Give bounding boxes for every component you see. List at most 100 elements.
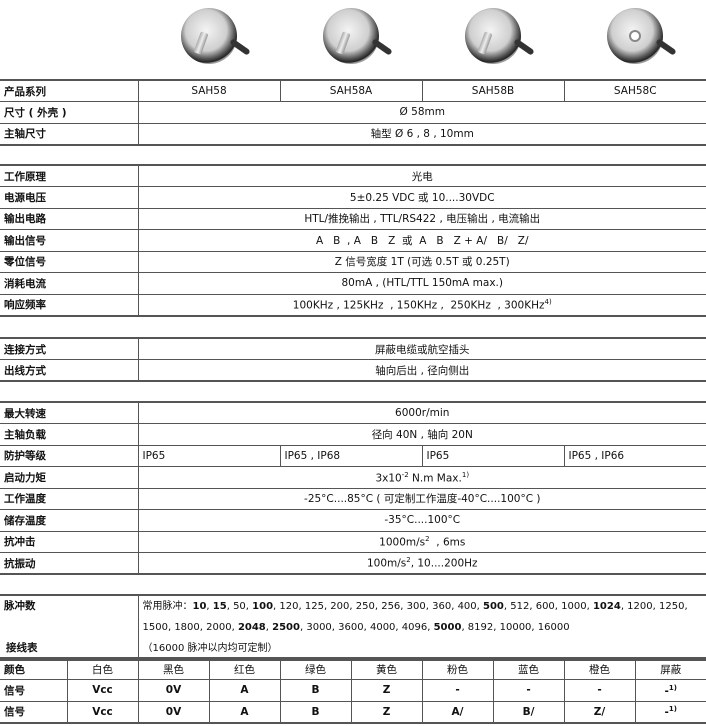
row-value: 1000m/s2 , 6ms: [138, 531, 706, 553]
separator: ,: [531, 622, 538, 633]
table-row: 电源电压 5±0.25 VDC 或 10....30VDC: [0, 186, 706, 209]
wire-signal: Vcc: [67, 679, 139, 702]
table-row: 消耗电流 80mA , (HTL/TTL 150mA max.): [0, 272, 706, 295]
separator: ,: [451, 601, 458, 612]
table-row: 出线方式 轴向后出 , 径向侧出: [0, 359, 706, 382]
separator: ,: [349, 601, 356, 612]
pulse-value: 8192: [467, 622, 494, 633]
signal-text: -: [664, 685, 669, 697]
signal-text: Z: [382, 705, 391, 718]
signal-text: A: [240, 684, 249, 697]
wire-signal: A: [209, 701, 281, 724]
spec-table-mechanical: 最大转速 6000r/min 主轴负载 径向 40N , 轴向 20N 防护等级 I…: [0, 401, 706, 575]
separator: ,: [331, 622, 339, 633]
wire-color: 粉色: [422, 658, 494, 680]
separator: ,: [323, 601, 331, 612]
signal-text: A: [240, 705, 249, 718]
wiring-table: 颜色 白色 黑色 红色 绿色 黄色 粉色 蓝色 橙色 屏蔽 信号 Vcc 0V A B Z - - - -1) 信号…: [0, 657, 706, 724]
encoder-image-sah58b: [422, 0, 564, 76]
separator: ,: [206, 601, 213, 612]
row-label: 抗振动: [0, 552, 139, 575]
ip-rating: IP65: [422, 445, 565, 467]
row-label: 输出电路: [0, 208, 139, 230]
pulse-suffix: （16000 脉冲以内均可定制）: [142, 643, 278, 654]
vibration-range: , 10....200Hz: [410, 557, 478, 570]
pulse-value: 1250: [658, 601, 685, 612]
signal-text: B/: [522, 705, 535, 718]
pulse-value: 1024: [592, 601, 621, 612]
row-value: 5±0.25 VDC 或 10....30VDC: [138, 186, 706, 209]
separator: ,: [298, 601, 305, 612]
table-row: 主轴尺寸 轴型 Ø 6 , 8 , 10mm: [0, 123, 706, 146]
pulse-value: 360: [432, 601, 452, 612]
separator: ,: [199, 622, 207, 633]
table-row: 信号 Vcc 0V A B Z A/B/Z/ -1): [0, 701, 706, 724]
wire-signal: Z: [351, 679, 423, 702]
row-value: 轴向后出 , 径向侧出: [138, 359, 706, 382]
footnote: 1): [461, 470, 470, 479]
table-row: 主轴负载 径向 40N , 轴向 20N: [0, 423, 706, 446]
wire-signal: -: [493, 679, 565, 702]
wire-signal: -1): [635, 701, 706, 724]
row-value: -25°C....85°C ( 可定制工作温度-40°C....100°C ): [138, 488, 706, 510]
pulse-value: 10: [192, 601, 207, 612]
product-name: SAH58B: [422, 80, 565, 102]
table-row: 脉冲数 常用脉冲：10, 15, 50, 100, 120, 125, 200,…: [0, 595, 706, 661]
wire-color: 蓝色: [493, 658, 565, 680]
wire-signal: B: [280, 679, 352, 702]
table-row: 防护等级 IP65 IP65 , IP68 IP65 IP65 , IP66: [0, 445, 706, 467]
row-label: 信号: [0, 679, 68, 702]
wire-signal: B/: [493, 701, 565, 724]
signal-text: Vcc: [92, 705, 113, 718]
pulse-value: 16000: [537, 622, 570, 633]
row-value: Ø 58mm: [138, 101, 706, 124]
product-images: [138, 0, 706, 76]
row-value: 光电: [138, 165, 706, 187]
pulse-value: 5000: [433, 622, 462, 633]
signal-text: -: [526, 684, 531, 697]
table-row: 响应频率 100KHz , 125KHz , 150KHz , 250KHz , …: [0, 294, 706, 317]
row-label: 零位信号: [0, 251, 139, 273]
signal-text: Vcc: [92, 684, 113, 697]
row-label: 启动力矩: [0, 466, 139, 489]
row-label: 抗冲击: [0, 531, 139, 553]
encoder-image-sah58: [138, 0, 280, 76]
row-value: 径向 40N , 轴向 20N: [138, 423, 706, 446]
shock-value: 1000m/s: [379, 536, 426, 549]
table-row: 工作温度 -25°C....85°C ( 可定制工作温度-40°C....100°…: [0, 488, 706, 510]
footnote: 4): [544, 297, 552, 306]
signal-text: B: [311, 705, 320, 718]
spec-table-connection: 连接方式 屏蔽电缆或航空插头 出线方式 轴向后出 , 径向侧出: [0, 337, 706, 382]
table-row: 信号 Vcc 0V A B Z - - - -1): [0, 679, 706, 702]
spec-table-electrical: 工作原理 光电 电源电压 5±0.25 VDC 或 10....30VDC 输出电路…: [0, 164, 706, 317]
signal-text: -: [455, 684, 460, 697]
wire-color: 黑色: [138, 658, 210, 680]
separator: ,: [554, 601, 562, 612]
pulse-prefix: 常用脉冲：: [142, 601, 193, 612]
pulse-value: 4096: [401, 622, 428, 633]
footnote: 1): [668, 683, 677, 692]
row-label: 产品系列: [0, 80, 139, 102]
pulse-value: 500: [483, 601, 504, 612]
separator: ,: [374, 601, 382, 612]
pulse-value: 4000: [369, 622, 396, 633]
pulse-value: 250: [355, 601, 375, 612]
separator: ,: [529, 601, 536, 612]
shock-duration: , 6ms: [429, 536, 466, 549]
wire-color: 橙色: [564, 658, 636, 680]
row-label: 颜色: [0, 658, 68, 680]
separator: ,: [231, 622, 238, 633]
row-label: 防护等级: [0, 445, 139, 467]
table-row: 抗冲击 1000m/s2 , 6ms: [0, 531, 706, 553]
pulse-list: 常用脉冲：10, 15, 50, 100, 120, 125, 200, 250…: [138, 595, 706, 661]
separator: ,: [476, 601, 484, 612]
separator: ,: [652, 601, 659, 612]
signal-text: Z/: [593, 705, 606, 718]
wire-signal: Z/: [564, 701, 636, 724]
wire-color: 红色: [209, 658, 281, 680]
separator: ,: [400, 601, 407, 612]
pulse-value: 512: [510, 601, 530, 612]
wire-signal: -1): [635, 679, 706, 702]
signal-text: A/: [451, 705, 464, 718]
encoder-image-sah58c: [564, 0, 706, 76]
